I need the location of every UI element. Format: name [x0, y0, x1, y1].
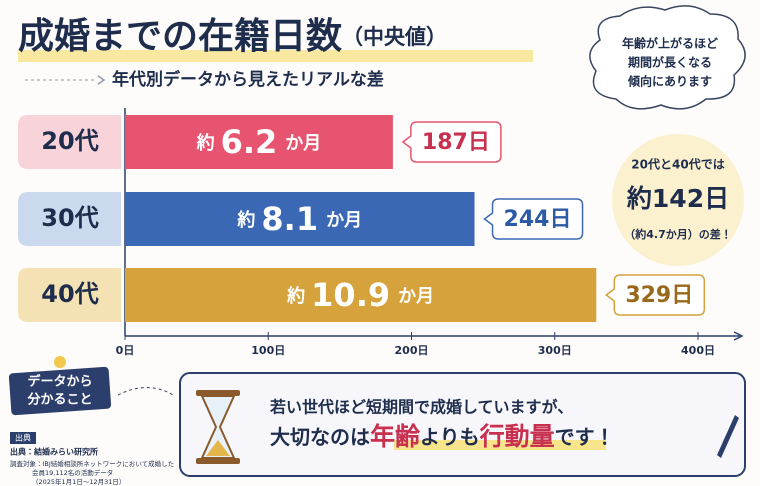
category-box	[18, 192, 121, 246]
month-prefix: 約	[236, 209, 255, 231]
callout-line: （約4.7か月）の差！	[624, 227, 732, 241]
x-tick-label: 400日	[681, 344, 715, 357]
title-main: 成婚までの在籍日数	[18, 16, 342, 57]
source-heading: 出典	[15, 433, 31, 443]
summary-line: 若い世代ほど短期間で成婚していますが、	[269, 398, 573, 417]
month-number: 10.9	[311, 276, 390, 314]
note-line: 期間が長くなる	[628, 55, 712, 70]
note-line: 傾向にあります	[627, 74, 712, 89]
summary-part: よりも	[420, 425, 480, 449]
note-bubble	[589, 5, 746, 110]
hourglass-icon	[196, 390, 240, 464]
title-suffix: （中央値）	[342, 25, 447, 49]
value-label: 244日	[504, 207, 572, 232]
month-prefix: 約	[286, 285, 305, 307]
tag-pin	[54, 356, 66, 368]
summary-part: 大切なのは	[270, 425, 370, 449]
category-box	[18, 115, 121, 169]
month-prefix: 約	[196, 132, 215, 154]
bar	[125, 268, 597, 322]
month-unit: か月	[285, 133, 321, 154]
month-number: 8.1	[261, 200, 318, 238]
summary-tag-text: 分かること	[26, 392, 92, 408]
summary-panel	[179, 372, 746, 477]
summary-part: です！	[555, 425, 615, 449]
value-callout	[605, 274, 706, 316]
summary-tag	[8, 366, 112, 416]
y-tick-label: 40代	[41, 280, 98, 308]
callout-line: 20代と40代では	[631, 157, 724, 172]
value-label: 329日	[625, 283, 693, 308]
bar-month-label: 約 10.9 か月	[286, 276, 434, 314]
source-heading-box	[10, 432, 36, 444]
subtitle: 年代別データから見えたリアルな差	[112, 69, 384, 90]
summary-tag-text: データから	[27, 374, 92, 390]
source-line: 調査対象：IBJ結婚相談所ネットワークにおいて成婚した	[10, 459, 174, 468]
month-unit: か月	[398, 286, 434, 307]
category-box	[18, 268, 121, 322]
callout-value: 約142日	[626, 184, 729, 213]
title-highlight	[18, 50, 533, 62]
source-line: 会員19,112名の活動データ	[32, 468, 113, 477]
callout-circle	[612, 134, 744, 266]
bar-area: 0日 100日 200日 300日 400日20代約 6.2 か月 187日30代約 8.1 か月…	[18, 108, 744, 357]
value-callout	[401, 121, 502, 163]
source-line: 出典：結婚みらい研究所	[10, 447, 98, 457]
month-number: 6.2	[221, 123, 278, 161]
y-tick-label: 30代	[41, 204, 98, 232]
value-label: 187日	[422, 130, 490, 155]
summary-highlight	[394, 440, 606, 450]
note-line: 年齢が上がるほど	[622, 36, 718, 51]
pen-icon	[717, 415, 739, 458]
x-tick-label: 0日	[116, 344, 135, 357]
summary-emphasis: 行動量	[479, 422, 555, 451]
bar-month-label: 約 8.1 か月	[236, 200, 362, 238]
y-tick-label: 20代	[41, 127, 98, 155]
chart-title: 成婚までの在籍日数（中央値）	[18, 16, 447, 57]
summary-emphasis: 年齢	[370, 422, 420, 451]
x-tick-label: 100日	[251, 344, 285, 357]
x-tick-label: 200日	[395, 344, 429, 357]
subtitle-arrow	[97, 75, 106, 85]
x-tick-label: 300日	[538, 344, 572, 357]
value-callout	[483, 198, 584, 240]
x-axis-arrow	[733, 331, 744, 341]
month-unit: か月	[326, 210, 362, 231]
bar	[125, 115, 393, 169]
bar	[125, 192, 475, 246]
bar-month-label: 約 6.2 か月	[196, 123, 322, 161]
source-line: （2025年1月1日〜12月31日）	[32, 477, 125, 486]
summary-message: 大切なのは年齢よりも行動量です！	[270, 422, 615, 451]
